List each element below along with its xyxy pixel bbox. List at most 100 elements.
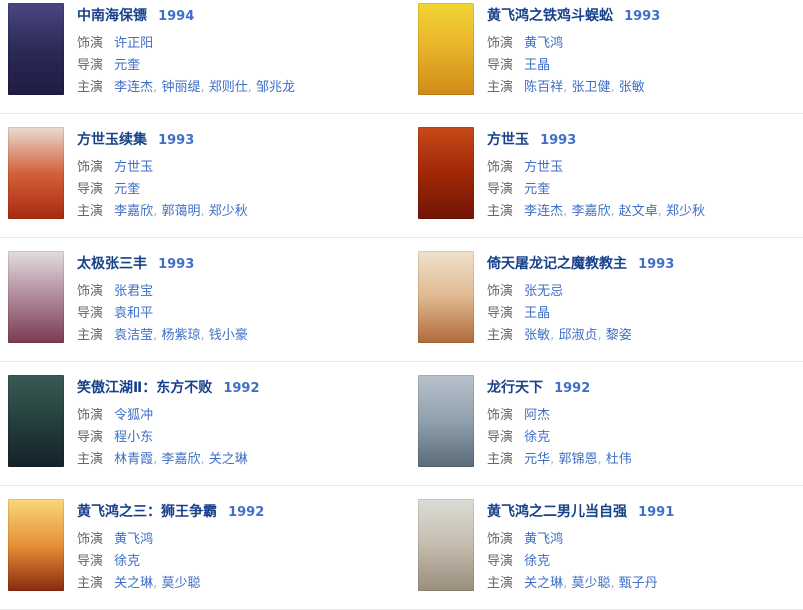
role-link[interactable]: 黄飞鸿 bbox=[524, 532, 564, 547]
starring-person-link[interactable]: 黎姿 bbox=[605, 328, 632, 343]
role-link[interactable]: 黄飞鸿 bbox=[524, 36, 564, 51]
movie-title-link[interactable]: 中南海保镖 bbox=[77, 8, 147, 24]
movie-poster[interactable] bbox=[418, 251, 474, 343]
movie-poster[interactable] bbox=[8, 3, 64, 95]
starring-person-link[interactable]: 郑则仕 bbox=[208, 80, 248, 95]
starring-person-link[interactable]: 林青霞 bbox=[114, 452, 154, 467]
movie-poster[interactable] bbox=[8, 251, 64, 343]
movie-year: 1992 bbox=[223, 381, 260, 396]
director-link[interactable]: 元奎 bbox=[114, 58, 141, 73]
starring-person-link[interactable]: 李嘉欣 bbox=[571, 204, 611, 219]
movie-poster[interactable] bbox=[8, 499, 64, 591]
starring-line: 主演 关之琳, 莫少聪, 甄子丹 bbox=[487, 573, 674, 595]
movie-poster[interactable] bbox=[418, 127, 474, 219]
director-link[interactable]: 王晶 bbox=[524, 58, 551, 73]
starring-names: 陈百祥, 张卫健, 张敏 bbox=[524, 80, 645, 95]
movie-poster[interactable] bbox=[8, 127, 64, 219]
movie-poster[interactable] bbox=[418, 499, 474, 591]
movie-title-link[interactable]: 黄飞鸿之铁鸡斗蜈蚣 bbox=[487, 8, 613, 24]
name-separator: , bbox=[563, 576, 572, 591]
movie-row: 方世玉续集 1993 饰演 方世玉 导演 元奎 主演 李嘉欣, 郭蔼明, 郑少秋 bbox=[0, 124, 803, 238]
starring-person-link[interactable]: 张敏 bbox=[618, 80, 645, 95]
movie-poster[interactable] bbox=[8, 375, 64, 467]
role-link[interactable]: 方世玉 bbox=[114, 160, 154, 175]
movie-info: 黄飞鸿之二男儿当自强 1991 饰演 黄飞鸿 导演 徐克 主演 关之琳, 莫少聪… bbox=[487, 499, 674, 595]
movie-title-link[interactable]: 方世玉 bbox=[487, 132, 529, 148]
starring-person-link[interactable]: 杨紫琼 bbox=[161, 328, 201, 343]
movie-item: 黄飞鸿之二男儿当自强 1991 饰演 黄飞鸿 导演 徐克 主演 关之琳, 莫少聪… bbox=[401, 499, 802, 595]
role-label: 饰演 bbox=[77, 408, 104, 423]
role-link[interactable]: 张无忌 bbox=[524, 284, 564, 299]
movie-title-link[interactable]: 龙行天下 bbox=[487, 380, 543, 396]
role-link[interactable]: 黄飞鸿 bbox=[114, 532, 154, 547]
starring-person-link[interactable]: 郭蔼明 bbox=[161, 204, 201, 219]
director-link[interactable]: 徐克 bbox=[524, 554, 551, 569]
starring-person-link[interactable]: 张卫健 bbox=[571, 80, 611, 95]
movie-year: 1993 bbox=[638, 257, 675, 272]
starring-person-link[interactable]: 莫少聪 bbox=[571, 576, 611, 591]
starring-person-link[interactable]: 赵文卓 bbox=[618, 204, 658, 219]
starring-person-link[interactable]: 钟丽缇 bbox=[161, 80, 201, 95]
director-link[interactable]: 袁和平 bbox=[114, 306, 154, 321]
starring-person-link[interactable]: 邱淑贞 bbox=[558, 328, 598, 343]
director-link[interactable]: 程小东 bbox=[114, 430, 154, 445]
role-link[interactable]: 许正阳 bbox=[114, 36, 154, 51]
name-separator: , bbox=[200, 204, 209, 219]
starring-names: 李连杰, 李嘉欣, 赵文卓, 郑少秋 bbox=[524, 204, 705, 219]
starring-person-link[interactable]: 莫少聪 bbox=[161, 576, 201, 591]
movie-poster[interactable] bbox=[418, 375, 474, 467]
starring-person-link[interactable]: 李嘉欣 bbox=[161, 452, 201, 467]
starring-person-link[interactable]: 李嘉欣 bbox=[114, 204, 154, 219]
movie-title-link[interactable]: 黄飞鸿之二男儿当自强 bbox=[487, 504, 627, 520]
starring-person-link[interactable]: 杜伟 bbox=[605, 452, 632, 467]
starring-person-link[interactable]: 李连杰 bbox=[524, 204, 564, 219]
role-link[interactable]: 令狐冲 bbox=[114, 408, 154, 423]
director-link[interactable]: 王晶 bbox=[524, 306, 551, 321]
movie-poster[interactable] bbox=[418, 3, 474, 95]
starring-person-link[interactable]: 郑少秋 bbox=[666, 204, 706, 219]
starring-person-link[interactable]: 钱小豪 bbox=[208, 328, 248, 343]
starring-person-link[interactable]: 邹兆龙 bbox=[256, 80, 296, 95]
movie-year: 1993 bbox=[158, 133, 195, 148]
director-label: 导演 bbox=[77, 554, 104, 569]
director-link[interactable]: 徐克 bbox=[524, 430, 551, 445]
starring-person-link[interactable]: 关之琳 bbox=[114, 576, 154, 591]
director-label: 导演 bbox=[487, 430, 514, 445]
director-link[interactable]: 元奎 bbox=[114, 182, 141, 197]
director-link[interactable]: 徐克 bbox=[114, 554, 141, 569]
role-link[interactable]: 张君宝 bbox=[114, 284, 154, 299]
name-separator: , bbox=[200, 80, 209, 95]
movie-title-link[interactable]: 方世玉续集 bbox=[77, 132, 147, 148]
director-link[interactable]: 元奎 bbox=[524, 182, 551, 197]
movie-title-link[interactable]: 太极张三丰 bbox=[77, 256, 147, 272]
role-link[interactable]: 方世玉 bbox=[524, 160, 564, 175]
movie-item: 方世玉续集 1993 饰演 方世玉 导演 元奎 主演 李嘉欣, 郭蔼明, 郑少秋 bbox=[0, 127, 401, 223]
director-label: 导演 bbox=[77, 430, 104, 445]
role-line: 饰演 黄飞鸿 bbox=[77, 529, 264, 551]
starring-person-link[interactable]: 李连杰 bbox=[114, 80, 154, 95]
starring-person-link[interactable]: 郭锦恩 bbox=[558, 452, 598, 467]
starring-person-link[interactable]: 袁洁莹 bbox=[114, 328, 154, 343]
director-label: 导演 bbox=[77, 182, 104, 197]
starring-names: 林青霞, 李嘉欣, 关之琳 bbox=[114, 452, 248, 467]
role-link[interactable]: 阿杰 bbox=[524, 408, 551, 423]
starring-line: 主演 袁洁莹, 杨紫琼, 钱小豪 bbox=[77, 325, 248, 347]
starring-person-link[interactable]: 甄子丹 bbox=[618, 576, 658, 591]
starring-person-link[interactable]: 郑少秋 bbox=[208, 204, 248, 219]
movie-title-link[interactable]: 倚天屠龙记之魔教教主 bbox=[487, 256, 627, 272]
movie-item: 太极张三丰 1993 饰演 张君宝 导演 袁和平 主演 袁洁莹, 杨紫琼, 钱小… bbox=[0, 251, 401, 347]
movie-title-link[interactable]: 黄飞鸿之三：狮王争霸 bbox=[77, 504, 217, 520]
movie-title-link[interactable]: 笑傲江湖Ⅱ：东方不败 bbox=[77, 380, 213, 396]
role-line: 饰演 方世玉 bbox=[487, 157, 705, 179]
movie-year: 1992 bbox=[228, 505, 265, 520]
starring-person-link[interactable]: 张敏 bbox=[524, 328, 551, 343]
movie-info: 倚天屠龙记之魔教教主 1993 饰演 张无忌 导演 王晶 主演 张敏, 邱淑贞,… bbox=[487, 251, 674, 347]
starring-person-link[interactable]: 关之琳 bbox=[208, 452, 248, 467]
starring-person-link[interactable]: 关之琳 bbox=[524, 576, 564, 591]
starring-person-link[interactable]: 元华 bbox=[524, 452, 551, 467]
name-separator: , bbox=[610, 80, 619, 95]
starring-line: 主演 林青霞, 李嘉欣, 关之琳 bbox=[77, 449, 260, 471]
starring-person-link[interactable]: 陈百祥 bbox=[524, 80, 564, 95]
starring-label: 主演 bbox=[487, 204, 514, 219]
